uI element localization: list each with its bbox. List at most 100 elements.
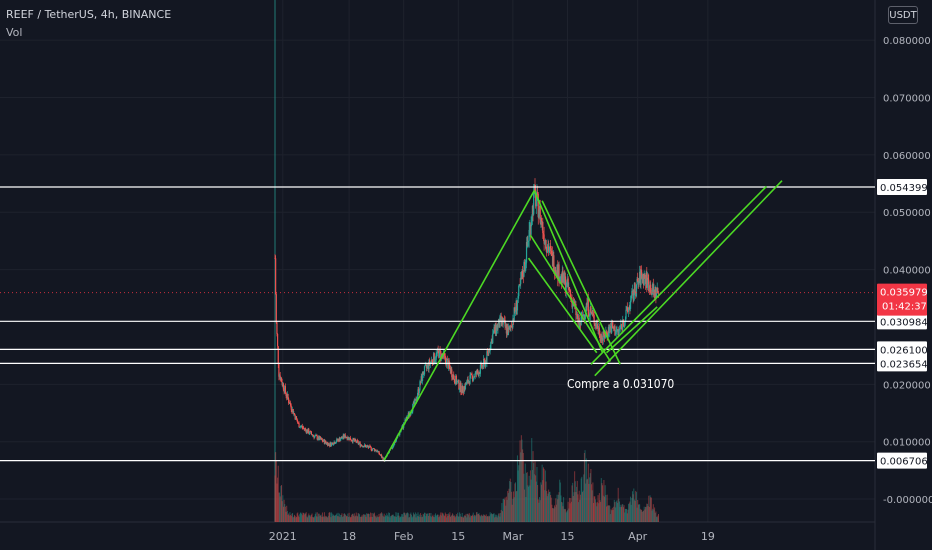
volume-bar [604,485,606,522]
candle-body [310,431,312,435]
candle-body [464,386,466,390]
candle-body [372,448,374,449]
volume-bar [536,467,538,522]
candle-body [291,409,294,412]
volume-bar [485,514,487,522]
candle-body [462,391,465,393]
candle-body [469,375,471,385]
candle-body [410,412,412,416]
volume-bar [440,512,442,522]
volume-bar [624,512,626,522]
candle-body [433,353,435,365]
volume-bar [301,515,303,522]
candle-body [634,283,636,293]
volume-bar [533,463,535,522]
volume-bar [459,513,461,522]
volume-bar [582,490,584,522]
volume-bar [652,508,654,522]
volume-bar [641,509,643,522]
currency-button[interactable]: USDT [888,6,918,24]
volume-bar [446,517,448,522]
candle-body [524,264,526,271]
candle-body [288,402,290,404]
volume-bar [356,515,358,522]
volume-bar [341,513,343,522]
candle-body [538,213,540,218]
candle-body [579,322,581,328]
volume-bar [433,516,435,522]
candle-body [351,440,353,442]
candle-body [299,426,301,428]
candle-body [502,321,504,325]
volume-bar [559,479,561,522]
volume-bar [323,512,325,522]
candle-body [325,442,327,444]
candle-body [425,364,428,368]
candle-body [544,239,546,243]
candle-body [576,313,578,316]
candle-body [430,361,432,363]
candle-body [334,441,336,444]
volume-bar [594,499,596,522]
volume-bar [407,512,409,522]
volume-bar [461,512,463,522]
volume-bar [454,517,456,522]
candle-body [275,294,277,323]
candle-body [557,264,559,280]
candle-body [418,389,420,394]
volume-bar [526,472,528,522]
volume-bar [645,506,647,522]
volume-bar [313,517,315,522]
volume-bar [430,513,432,522]
volume-bar [517,470,519,522]
candle-body [615,331,617,335]
candle-body [451,369,453,378]
volume-bar [601,483,603,522]
volume-bar [654,512,656,522]
candle-body [468,381,470,383]
volume-bar [331,513,333,522]
volume-bar [463,517,464,522]
candle-body [601,335,603,340]
candle-body [411,411,413,413]
volume-bar [476,512,477,522]
volume-bar [602,485,604,522]
candle-body [515,300,517,311]
volume-bar [443,515,445,522]
candle-body [520,277,522,285]
volume-bar [415,517,417,522]
candle-body [612,325,614,329]
volume-bar [382,515,384,522]
candle-body [656,287,658,294]
symbol-title[interactable]: REEF / TetherUS, 4h, BINANCE [6,8,172,21]
volume-bar [403,512,405,522]
candle-body [525,242,528,263]
volume-bar [603,480,605,522]
volume-indicator-label[interactable]: Vol [6,26,23,39]
volume-bar [453,515,455,522]
candle-body [492,333,494,344]
candle-body [280,378,283,382]
candle-body [287,393,289,399]
volume-bar [279,496,281,522]
volume-bar [447,516,449,522]
volume-bar [474,514,476,522]
candle-body [309,431,311,434]
candle-body [426,365,428,368]
volume-bar [640,509,642,522]
volume-bar [500,513,502,522]
level-price-tag [877,179,927,196]
trend-line [533,190,604,354]
candle-body [550,248,552,251]
candle-body [496,326,498,334]
volume-bar [455,516,457,522]
volume-bar [320,514,322,522]
candle-body [346,437,348,440]
current-price-tag [877,283,927,316]
x-tick-label: 2021 [269,530,297,543]
candle-body [424,365,426,367]
candle-body [495,323,497,334]
candle-body [350,439,352,441]
